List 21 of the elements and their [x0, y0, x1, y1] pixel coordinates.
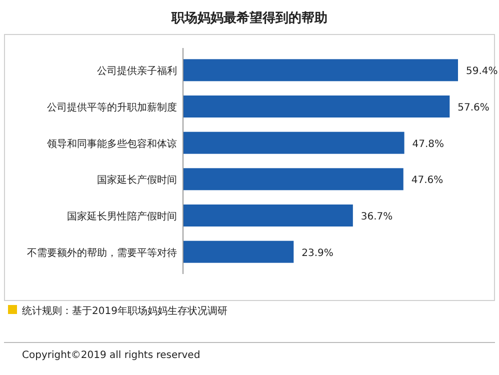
y-tick-label: 国家延长男性陪产假时间	[67, 210, 177, 222]
data-label: 23.9%	[302, 248, 334, 259]
data-label: 59.4%	[466, 66, 498, 78]
bar	[183, 168, 404, 190]
data-label: 47.6%	[411, 175, 444, 186]
y-tick-label: 领导和同事能多些包容和体谅	[47, 138, 177, 150]
bar	[183, 59, 458, 82]
bar	[183, 132, 404, 154]
text: 统计规则：基于2019年职场妈妈生存状况调研	[22, 305, 228, 317]
y-tick-label: 公司提供亲子福利	[97, 65, 177, 78]
bar	[183, 96, 450, 118]
y-tick-label: 公司提供平等的升职加薪制度	[47, 102, 177, 114]
data-label: 47.8%	[412, 138, 444, 150]
text: Copyright©2019 all rights reserved	[22, 350, 200, 361]
y-tick-label: 不需要额外的帮助，需要平等对待	[27, 246, 177, 259]
data-label: 57.6%	[458, 102, 490, 114]
bar	[183, 204, 353, 226]
data-label: 36.7%	[360, 212, 393, 222]
y-tick-label: 国家延长产假时间	[97, 174, 177, 186]
chart-title: 职场妈妈最希望得到的帮助	[170, 10, 328, 26]
bar	[183, 240, 294, 263]
